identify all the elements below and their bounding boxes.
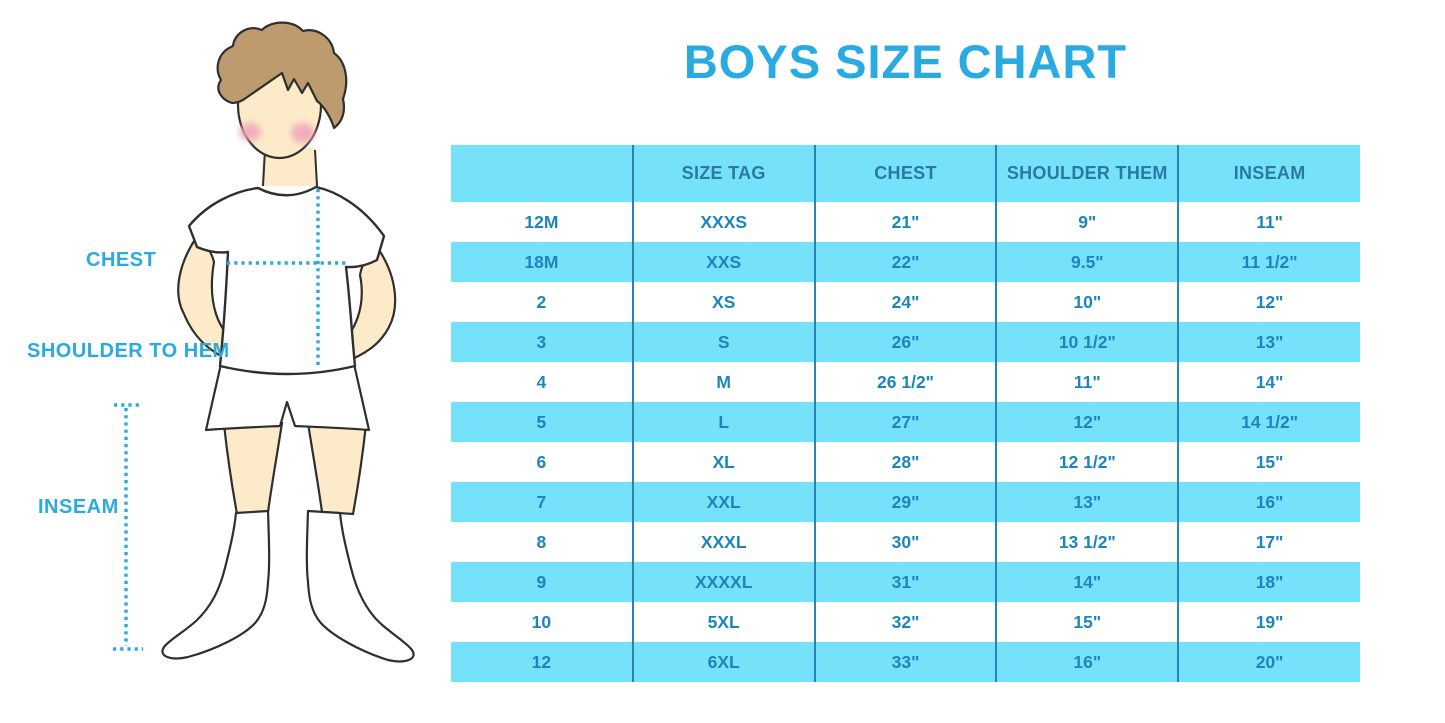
boy-neck-outline <box>262 149 318 187</box>
table-row: 7 XXL 29" 13" 16" <box>451 482 1360 522</box>
table-row: 10 5XL 32" 15" 19" <box>451 602 1360 642</box>
table-row: 18M XXS 22" 9.5" 11 1/2" <box>451 242 1360 282</box>
size-cell: L <box>631 402 815 442</box>
size-cell: 5XL <box>631 602 815 642</box>
size-cell: 15" <box>1177 442 1360 482</box>
size-cell: XXL <box>631 482 815 522</box>
size-cell: 29" <box>813 482 997 522</box>
size-cell: M <box>631 362 815 402</box>
boy-cheek-right <box>291 123 315 143</box>
size-cell: 17" <box>1177 522 1360 562</box>
table-row: 6 XL 28" 12 1/2" 15" <box>451 442 1360 482</box>
size-table-body: 12M XXXS 21" 9" 11" 18M XXS 22" 9.5" 11 1/2" 2 XS 24… <box>451 202 1360 682</box>
table-row: 12 6XL 33" 16" 20" <box>451 642 1360 682</box>
size-cell: 12M <box>524 211 559 232</box>
size-cell: 12 <box>451 642 633 682</box>
size-cell: 3 <box>451 322 633 362</box>
size-cell: 27" <box>813 402 997 442</box>
size-cell: XXS <box>631 242 815 282</box>
size-cell: 26" <box>813 322 997 362</box>
size-cell: S <box>631 322 815 362</box>
size-cell: 4 <box>536 371 547 392</box>
size-cell: 22" <box>813 242 997 282</box>
size-cell: 14" <box>995 562 1179 602</box>
size-cell: 11 1/2" <box>1177 242 1360 282</box>
boy-hair <box>216 21 348 130</box>
size-cell: XXXL <box>631 522 815 562</box>
table-row: 5 L 27" 12" 14 1/2" <box>451 402 1360 442</box>
table-row: 2 XS 24" 10" 12" <box>451 282 1360 322</box>
size-chart-table: SIZE TAG CHEST SHOULDER THEM INSEAM 12M X… <box>451 145 1360 682</box>
size-cell: 6XL <box>631 642 815 682</box>
col-header-shoulder: SHOULDER THEM <box>995 145 1179 202</box>
size-cell: XS <box>631 282 815 322</box>
size-cell: 5 <box>451 402 633 442</box>
size-cell: 14 1/2" <box>1177 402 1360 442</box>
size-cell: 31" <box>813 562 997 602</box>
size-cell: 11" <box>1177 202 1360 242</box>
col-header-size <box>451 145 633 202</box>
col-header-size-tag: SIZE TAG <box>631 145 815 202</box>
size-cell: 19" <box>1177 602 1360 642</box>
size-cell: 21" <box>813 202 997 242</box>
size-cell: 8 <box>536 531 547 552</box>
size-cell: 13 1/2" <box>995 522 1179 562</box>
table-header-row: SIZE TAG CHEST SHOULDER THEM INSEAM <box>451 145 1360 202</box>
size-cell: 15" <box>995 602 1179 642</box>
inseam-label: INSEAM <box>38 496 119 518</box>
size-cell: 13" <box>995 482 1179 522</box>
size-cell: 26 1/2" <box>813 362 997 402</box>
boy-sock-left <box>161 509 271 660</box>
size-cell: 9" <box>995 202 1179 242</box>
size-cell: 6 <box>536 451 547 472</box>
size-cell: XXXS <box>631 202 815 242</box>
table-row: 9 XXXXL 31" 14" 18" <box>451 562 1360 602</box>
size-cell: 14" <box>1177 362 1360 402</box>
size-cell: 30" <box>813 522 997 562</box>
page-title: BOYS SIZE CHART <box>683 35 1128 88</box>
size-cell: 33" <box>813 642 997 682</box>
shoulder-to-hem-label: SHOULDER TO HEM <box>27 340 230 362</box>
size-cell: 32" <box>813 602 997 642</box>
size-cell: XL <box>631 442 815 482</box>
col-header-chest: CHEST <box>813 145 997 202</box>
size-cell: XXXXL <box>631 562 815 602</box>
size-cell: 10" <box>995 282 1179 322</box>
boy-sock-right <box>305 509 415 663</box>
size-cell: 20" <box>1177 642 1360 682</box>
size-cell: 16" <box>995 642 1179 682</box>
size-cell: 16" <box>1177 482 1360 522</box>
size-cell: 24" <box>813 282 997 322</box>
size-cell: 18" <box>1177 562 1360 602</box>
size-cell: 2 <box>536 291 547 312</box>
chest-label: CHEST <box>86 249 157 271</box>
table-row: 12M XXXS 21" 9" 11" <box>451 202 1360 242</box>
boy-illustration <box>113 21 415 663</box>
size-cell: 9 <box>451 562 633 602</box>
size-guide-illustration: CHEST SHOULDER TO HEM INSEAM <box>0 0 450 723</box>
size-cell: 18M <box>451 242 633 282</box>
size-cell: 12 1/2" <box>995 442 1179 482</box>
table-row: 8 XXXL 30" 13 1/2" 17" <box>451 522 1360 562</box>
size-cell: 12" <box>995 402 1179 442</box>
size-cell: 12" <box>1177 282 1360 322</box>
size-cell: 9.5" <box>995 242 1179 282</box>
table-row: 4 M 26 1/2" 11" 14" <box>451 362 1360 402</box>
size-cell: 13" <box>1177 322 1360 362</box>
col-header-inseam: INSEAM <box>1177 145 1360 202</box>
size-cell: 10 <box>531 611 552 632</box>
size-cell: 28" <box>813 442 997 482</box>
boy-leg-right <box>306 421 368 516</box>
boy-shirt <box>187 185 386 376</box>
size-cell: 7 <box>451 482 633 522</box>
table-row: 3 S 26" 10 1/2" 13" <box>451 322 1360 362</box>
boy-cheek-left <box>239 123 261 141</box>
size-cell: 10 1/2" <box>995 322 1179 362</box>
boy-leg-left <box>222 421 284 516</box>
size-cell: 11" <box>995 362 1179 402</box>
